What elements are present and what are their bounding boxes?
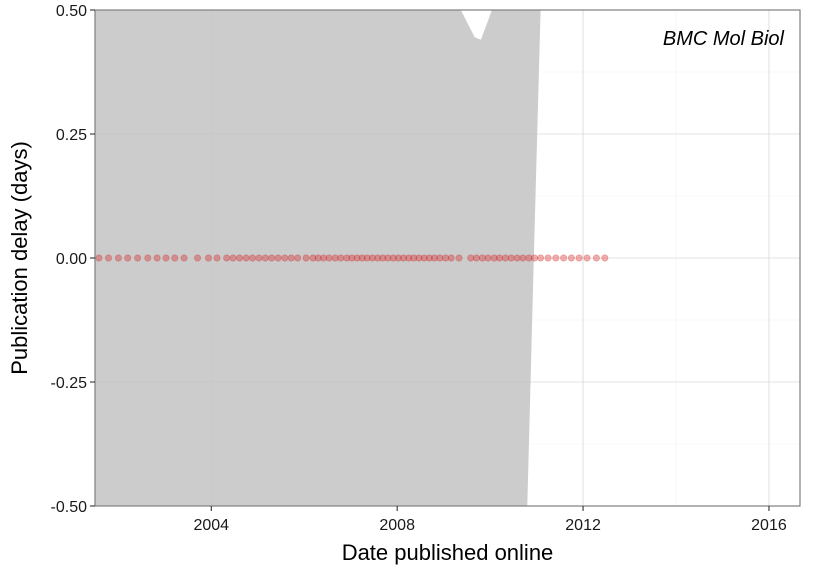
data-point xyxy=(405,254,413,262)
data-point xyxy=(242,254,250,262)
data-point xyxy=(255,254,263,262)
data-point xyxy=(162,254,170,262)
data-point xyxy=(560,254,568,262)
data-point xyxy=(552,254,560,262)
data-point xyxy=(374,254,382,262)
data-point xyxy=(415,254,423,262)
data-point xyxy=(337,254,345,262)
data-point xyxy=(601,254,609,262)
data-point xyxy=(343,254,351,262)
panel-label: BMC Mol Biol xyxy=(663,28,785,50)
data-point xyxy=(447,254,455,262)
confidence-band-layer xyxy=(95,10,541,506)
data-point xyxy=(436,254,444,262)
x-tick-label: 2016 xyxy=(751,517,787,534)
data-point xyxy=(567,254,575,262)
data-point xyxy=(325,254,333,262)
data-point xyxy=(544,254,552,262)
data-point xyxy=(223,254,231,262)
data-point xyxy=(472,254,480,262)
data-point xyxy=(490,254,498,262)
data-point xyxy=(213,254,221,262)
data-point xyxy=(194,254,202,262)
y-axis-title: Publication delay (days) xyxy=(7,141,32,375)
data-point xyxy=(314,254,322,262)
y-tick-label: -0.50 xyxy=(51,499,88,516)
data-point xyxy=(363,254,371,262)
x-tick-label: 2008 xyxy=(379,517,415,534)
data-point xyxy=(95,254,103,262)
confidence-band xyxy=(95,10,541,506)
data-point xyxy=(331,254,339,262)
data-point xyxy=(430,254,438,262)
data-point xyxy=(467,254,475,262)
data-point xyxy=(348,254,356,262)
axis-layer: -0.50 -0.25 0.00 0.25 0.50 2004 2008 2012 2016 xyxy=(51,3,787,534)
data-point xyxy=(153,254,161,262)
data-point xyxy=(525,254,533,262)
x-tick-label: 2012 xyxy=(565,517,601,534)
data-point xyxy=(134,254,142,262)
data-point xyxy=(287,254,295,262)
data-point xyxy=(513,254,521,262)
data-point xyxy=(400,254,408,262)
x-tick-label: 2004 xyxy=(193,517,229,534)
data-point xyxy=(180,254,188,262)
data-point xyxy=(144,254,152,262)
data-point xyxy=(530,254,538,262)
points-layer xyxy=(95,254,609,262)
data-point xyxy=(171,254,179,262)
data-point xyxy=(294,254,302,262)
y-tick-label: -0.25 xyxy=(51,375,88,392)
data-point xyxy=(268,254,276,262)
data-point xyxy=(425,254,433,262)
data-point xyxy=(368,254,376,262)
data-point xyxy=(484,254,492,262)
data-point xyxy=(442,254,450,262)
data-point xyxy=(379,254,387,262)
data-point xyxy=(281,254,289,262)
data-point xyxy=(575,254,583,262)
x-axis-title: Date published online xyxy=(342,540,554,565)
data-point xyxy=(302,254,310,262)
data-point xyxy=(495,254,503,262)
data-point xyxy=(410,254,418,262)
data-point xyxy=(384,254,392,262)
y-tick-label: 0.50 xyxy=(56,3,87,20)
data-point xyxy=(236,254,244,262)
data-point xyxy=(104,254,112,262)
data-point xyxy=(507,254,515,262)
data-point xyxy=(537,254,545,262)
y-tick-label: 0.25 xyxy=(56,127,87,144)
data-point xyxy=(358,254,366,262)
data-point xyxy=(583,254,591,262)
data-point xyxy=(501,254,509,262)
data-point xyxy=(455,254,463,262)
data-point xyxy=(114,254,122,262)
data-point xyxy=(274,254,282,262)
data-point xyxy=(592,254,600,262)
y-tick-label: 0.00 xyxy=(56,251,87,268)
data-point xyxy=(204,254,212,262)
data-point xyxy=(353,254,361,262)
data-point xyxy=(478,254,486,262)
data-point xyxy=(519,254,527,262)
data-point xyxy=(389,254,397,262)
data-point xyxy=(249,254,257,262)
data-point xyxy=(261,254,269,262)
data-point xyxy=(420,254,428,262)
data-point xyxy=(124,254,132,262)
data-point xyxy=(394,254,402,262)
data-point xyxy=(309,254,317,262)
data-point xyxy=(320,254,328,262)
data-point xyxy=(229,254,237,262)
